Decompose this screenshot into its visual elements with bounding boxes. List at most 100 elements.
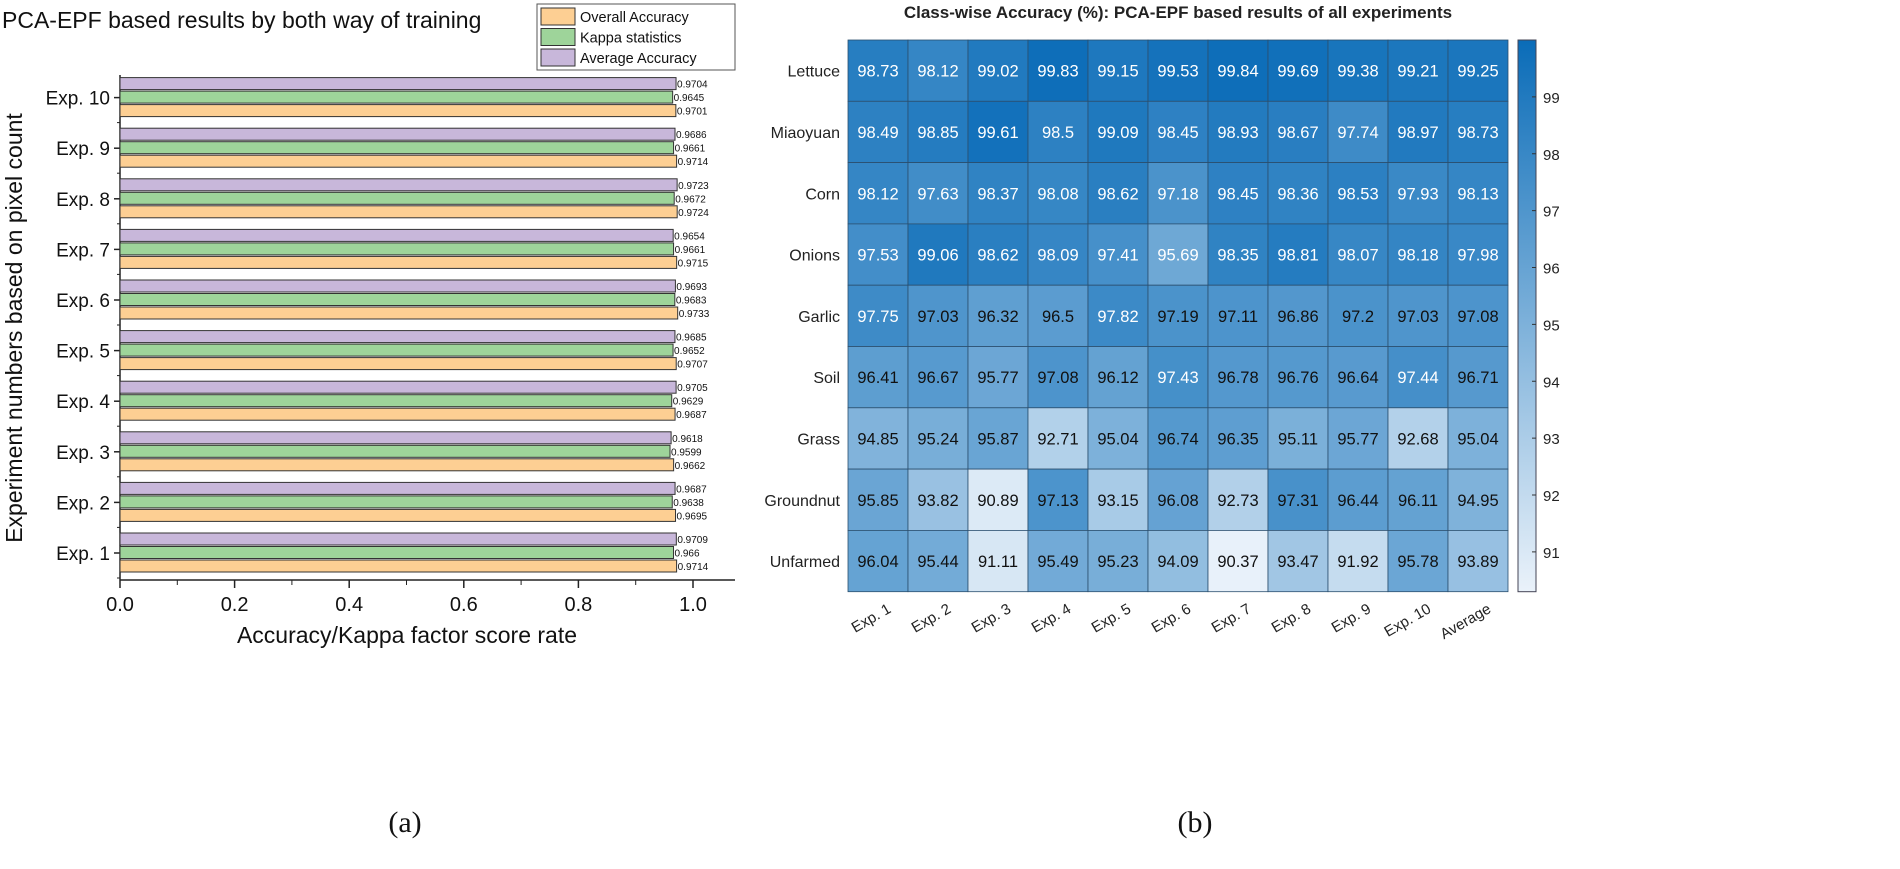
heatmap-cell-value: 98.36	[1277, 185, 1318, 203]
heatmap-column-label: Exp. 7	[1209, 600, 1254, 636]
colorbar-tick-label: 93	[1543, 431, 1560, 448]
heatmap-cell-value: 97.2	[1342, 308, 1374, 326]
heatmap-cell-value: 97.31	[1277, 492, 1318, 510]
heatmap-cell-value: 98.93	[1217, 124, 1258, 142]
heatmap-cell-value: 98.13	[1457, 185, 1498, 203]
bar-kappa-statistics	[119, 293, 676, 306]
bar-data-label: 0.9714	[678, 562, 709, 573]
bar-data-label: 0.9724	[678, 208, 709, 219]
heatmap-cell	[967, 223, 1029, 286]
heatmap-cell-value: 91.92	[1337, 553, 1378, 571]
legend-swatch	[540, 48, 576, 67]
heatmap-cell-value: 97.03	[1397, 308, 1438, 326]
y-tick-label: Exp. 2	[56, 493, 110, 514]
heatmap-cell-value: 99.69	[1277, 63, 1318, 81]
heatmap-cell-value: 99.06	[917, 247, 958, 265]
y-tick-label: Exp. 10	[46, 89, 110, 110]
heatmap-cell	[1027, 162, 1089, 225]
bar-kappa-statistics	[119, 343, 674, 357]
heatmap-cell	[847, 223, 909, 286]
heatmap-column-label: Average	[1437, 600, 1494, 643]
colorbar-bar	[1517, 39, 1537, 593]
heatmap-cell-value: 96.44	[1337, 492, 1378, 510]
bar-average-accuracy	[119, 228, 674, 242]
heatmap-cell-value: 96.71	[1457, 369, 1498, 387]
heatmap-cell	[907, 407, 969, 470]
colorbar-tick-label: 91	[1543, 545, 1560, 562]
bar-data-label: 0.9654	[674, 231, 705, 242]
heatmap-cell-value: 99.21	[1397, 63, 1438, 81]
heatmap-cell-value: 93.47	[1277, 553, 1318, 571]
heatmap-row-label: Garlic	[798, 309, 840, 326]
legend-label: Kappa statistics	[580, 31, 682, 47]
heatmap-column-label: Exp. 3	[969, 600, 1014, 636]
heatmap-cell-value: 90.37	[1217, 553, 1258, 571]
y-tick-label: Exp. 3	[56, 443, 110, 464]
bar-data-label: 0.9661	[675, 245, 706, 256]
heatmap-cell	[1087, 284, 1149, 347]
heatmap-cell-value: 98.35	[1217, 247, 1258, 265]
heatmap-cell	[847, 162, 909, 225]
bar-data-label: 0.9695	[677, 511, 708, 522]
heatmap-cell-value: 95.49	[1037, 553, 1078, 571]
heatmap-cell-value: 99.15	[1097, 63, 1138, 81]
heatmap-cell-value: 96.11	[1398, 492, 1438, 510]
heatmap-cell-value: 91.11	[978, 553, 1018, 571]
heatmap-cell-value: 95.23	[1097, 553, 1138, 571]
heatmap-cell-value: 92.73	[1217, 492, 1258, 510]
y-tick-label: Exp. 8	[56, 190, 110, 211]
heatmap-row-label: Miaoyuan	[771, 125, 840, 142]
heatmap-cell	[1387, 162, 1449, 225]
heatmap-cell	[1207, 162, 1269, 225]
heatmap-cell-value: 97.75	[857, 308, 898, 326]
heatmap-cell-value: 99.02	[977, 63, 1018, 81]
heatmap-row-label: Onions	[789, 248, 840, 265]
heatmap-cell	[1087, 223, 1149, 286]
bar-average-accuracy	[119, 330, 676, 344]
heatmap-cell	[1207, 39, 1269, 102]
heatmap-cell-value: 98.09	[1037, 247, 1078, 265]
colorbar-tick-label: 95	[1543, 317, 1560, 334]
heatmap-cell	[1447, 346, 1509, 409]
heatmap-cell-value: 95.04	[1457, 430, 1498, 448]
heatmap-column-label: Exp. 6	[1149, 600, 1194, 636]
bar-data-label: 0.9701	[677, 107, 708, 118]
heatmap-title: Class-wise Accuracy (%): PCA-EPF based r…	[904, 3, 1452, 22]
heatmap-column-label: Exp. 8	[1269, 600, 1314, 636]
heatmap-cell-value: 98.62	[977, 247, 1018, 265]
heatmap-cell-value: 93.15	[1097, 492, 1138, 510]
heatmap-cell-value: 95.44	[917, 553, 958, 571]
heatmap-cell	[1327, 530, 1389, 593]
heatmap-cell-value: 97.93	[1397, 185, 1438, 203]
bar-average-accuracy	[119, 178, 678, 192]
bar-data-label: 0.9714	[678, 157, 709, 168]
bar-data-label: 0.9672	[675, 194, 706, 205]
heatmap-cell-value: 96.04	[857, 553, 898, 571]
heatmap-cell-value: 98.67	[1277, 124, 1318, 142]
bar-data-label: 0.9683	[676, 296, 707, 307]
heatmap-cell-value: 96.35	[1217, 430, 1258, 448]
heatmap-cell	[847, 530, 909, 593]
heatmap-cell-value: 98.12	[857, 185, 898, 203]
heatmap-cell	[1147, 223, 1209, 286]
heatmap-column-label: Exp. 1	[849, 600, 894, 636]
heatmap-cell-value: 97.18	[1157, 185, 1198, 203]
bar-overall-accuracy	[119, 306, 679, 320]
heatmap-cell-value: 95.85	[857, 492, 898, 510]
bar-kappa-statistics	[119, 90, 674, 104]
x-tick-label: 0.6	[450, 594, 478, 616]
heatmap-cell-value: 98.5	[1042, 124, 1074, 142]
heatmap-cell-value: 96.67	[917, 369, 958, 387]
heatmap-row-label: Grass	[797, 431, 840, 448]
colorbar: 91 92 93 94 95 96 97 98 99	[1517, 39, 1560, 593]
heatmap-cell-value: 99.61	[977, 124, 1018, 142]
x-tick-label: 0.4	[335, 594, 363, 616]
heatmap-row-label: Groundnut	[764, 493, 840, 510]
heatmap-cell	[1207, 223, 1269, 286]
heatmap-cell-value: 98.08	[1037, 185, 1078, 203]
heatmap-cell-value: 95.24	[917, 430, 958, 448]
heatmap-cell-value: 99.25	[1457, 63, 1498, 81]
heatmap-cell	[1027, 39, 1089, 102]
heatmap-cell-value: 98.73	[1457, 124, 1498, 142]
heatmap-cell-value: 96.74	[1157, 430, 1198, 448]
